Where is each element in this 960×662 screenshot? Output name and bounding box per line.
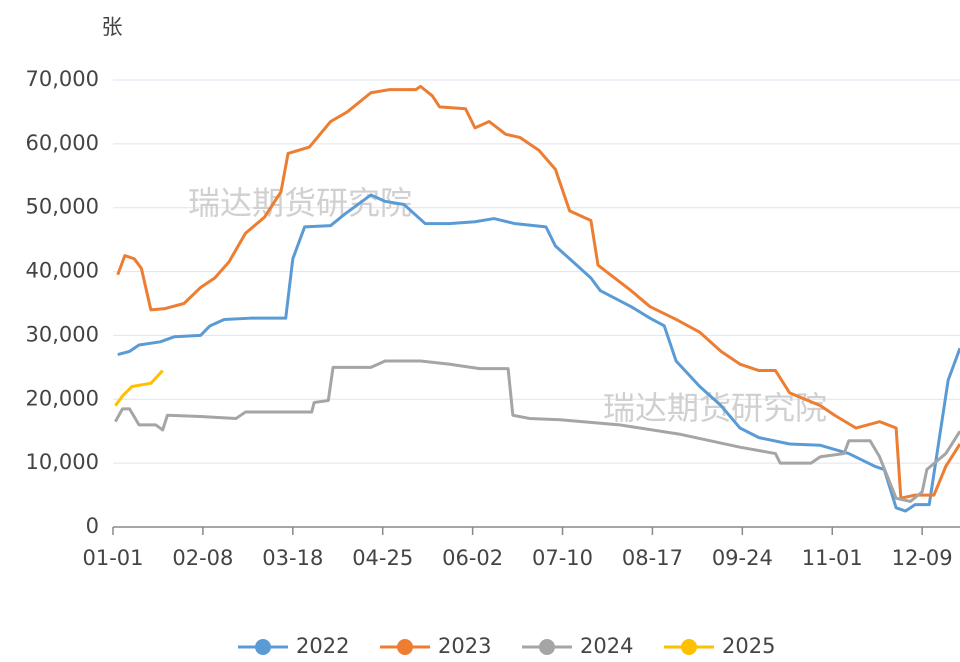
- x-tick-label: 08-17: [622, 546, 683, 570]
- legend-label: 2024: [580, 634, 633, 658]
- x-tick-label: 09-24: [712, 546, 773, 570]
- y-tick-label: 10,000: [26, 450, 99, 474]
- legend-label: 2025: [722, 634, 775, 658]
- watermark: 瑞达期货研究院: [603, 389, 827, 427]
- y-tick-label: 60,000: [26, 131, 99, 155]
- x-tick-label: 11-01: [802, 546, 863, 570]
- y-tick-label: 50,000: [26, 195, 99, 219]
- x-tick-label: 01-01: [82, 546, 143, 570]
- series-line: [116, 84, 960, 500]
- x-tick-label: 06-02: [442, 546, 503, 570]
- legend-marker: [397, 639, 413, 655]
- x-tick-label: 07-10: [532, 546, 593, 570]
- series-line: [114, 369, 164, 407]
- x-tick-label: 03-18: [262, 546, 323, 570]
- y-unit: 张: [102, 15, 123, 39]
- x-tick-label: 12-09: [892, 546, 953, 570]
- x-tick-label: 02-08: [172, 546, 233, 570]
- legend-label: 2023: [438, 634, 491, 658]
- y-tick-label: 70,000: [26, 67, 99, 91]
- legend-marker: [681, 639, 697, 655]
- legend-label: 2022: [296, 634, 349, 658]
- y-tick-label: 30,000: [26, 322, 99, 346]
- series-line: [117, 193, 960, 513]
- y-tick-label: 20,000: [26, 386, 99, 410]
- legend-marker: [539, 639, 555, 655]
- series-line: [114, 359, 960, 503]
- watermark: 瑞达期货研究院: [188, 184, 412, 222]
- x-tick-label: 04-25: [352, 546, 413, 570]
- legend-marker: [255, 639, 271, 655]
- y-tick-label: 40,000: [26, 259, 99, 283]
- y-tick-label: 0: [86, 514, 99, 538]
